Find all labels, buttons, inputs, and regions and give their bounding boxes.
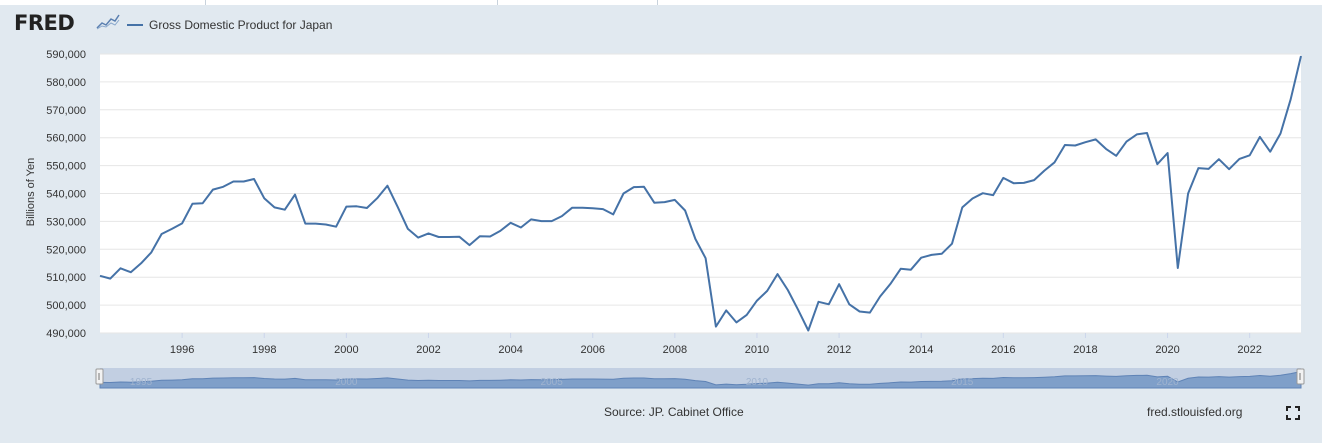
fred-logo[interactable]: FRED (14, 11, 75, 35)
navigator-year-label: 2000 (335, 377, 358, 388)
y-tick-label: 490,000 (46, 328, 86, 340)
x-tick-labels: 1996 1998 2000 2002 2004 2006 2008 2010 2012 2014… (170, 333, 1262, 356)
navigator-area (99, 370, 1302, 389)
navigator-handle-right[interactable] (1296, 368, 1305, 385)
navigator-year-label: 2015 (951, 377, 974, 388)
y-tick-label: 530,000 (46, 216, 86, 228)
navigator-year-label: 2005 (541, 377, 564, 388)
x-tick-label: 2020 (1155, 344, 1179, 356)
y-tick-label: 550,000 (46, 161, 86, 173)
x-tick-label: 1998 (252, 344, 276, 356)
y-tick-label: 540,000 (46, 189, 86, 201)
navigator-year-label: 2010 (746, 377, 769, 388)
top-strip (0, 0, 1322, 5)
data-points (99, 55, 1302, 331)
navigator-year-label: 1995 (130, 377, 153, 388)
navigator-handle-left[interactable] (95, 368, 104, 385)
x-tick-label: 2018 (1073, 344, 1097, 356)
y-tick-label: 570,000 (46, 105, 86, 117)
fred-chart-line-icon (96, 14, 120, 30)
x-tick-label: 2012 (827, 344, 851, 356)
strip-divider (205, 0, 206, 5)
x-tick-label: 2010 (745, 344, 769, 356)
x-tick-label: 2016 (991, 344, 1015, 356)
y-tick-label: 590,000 (46, 49, 86, 61)
strip-divider (497, 0, 498, 5)
site-link[interactable]: fred.stlouisfed.org (1147, 405, 1243, 419)
y-tick-label: 520,000 (46, 244, 86, 256)
y-tick-label: 510,000 (46, 272, 86, 284)
x-tick-label: 2008 (663, 344, 687, 356)
navigator-year-labels: 1995 2000 2005 2010 2015 2020 (130, 377, 1179, 388)
x-tick-label: 2004 (498, 344, 522, 356)
y-tick-label: 560,000 (46, 133, 86, 145)
y-tick-label: 500,000 (46, 300, 86, 312)
navigator-year-label: 2020 (1156, 377, 1179, 388)
legend-series-label: Gross Domestic Product for Japan (149, 18, 333, 32)
y-tick-labels: 490,000 500,000 510,000 520,000 530,000 540,0… (46, 49, 86, 340)
x-tick-label: 1996 (170, 344, 194, 356)
gdp-line-chart[interactable]: 490,000 500,000 510,000 520,000 530,000 540,0… (0, 0, 1322, 400)
legend-swatch (127, 24, 143, 26)
x-tick-label: 2002 (416, 344, 440, 356)
x-tick-label: 2014 (909, 344, 933, 356)
series-line-gdp-japan (99, 55, 1302, 332)
y-tick-label: 580,000 (46, 77, 86, 89)
x-tick-label: 2022 (1237, 344, 1261, 356)
source-note: Source: JP. Cabinet Office (604, 405, 744, 419)
chart-legend[interactable]: Gross Domestic Product for Japan (127, 18, 332, 32)
strip-divider (657, 0, 658, 5)
expand-icon[interactable] (1286, 406, 1300, 420)
x-tick-label: 2000 (334, 344, 358, 356)
x-tick-label: 2006 (580, 344, 604, 356)
